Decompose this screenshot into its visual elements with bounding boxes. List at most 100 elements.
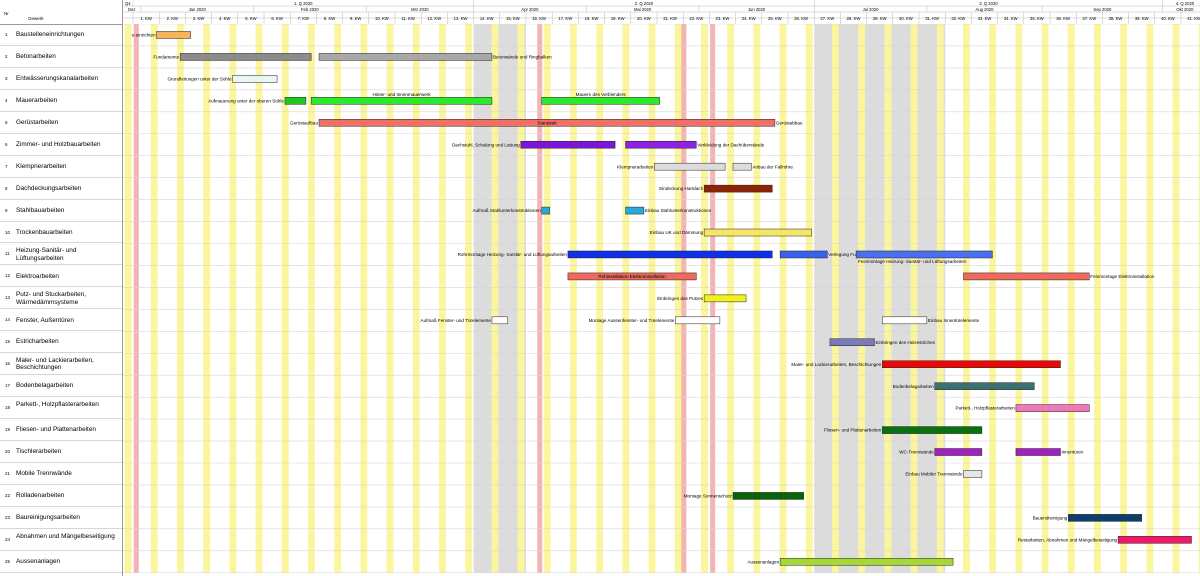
trade-row[interactable]: 14 Fenster, Außentüren	[0, 309, 122, 332]
task-bar	[703, 184, 773, 193]
trade-row[interactable]: 9 Stahlbauarbeiten	[0, 200, 122, 222]
task-label: Montage Sonnenschutz	[684, 494, 733, 499]
week-label: 19. KW	[611, 16, 625, 21]
task-label: Maler- und Lackierarbeiten, Beschichtung…	[791, 362, 881, 367]
task-bar	[675, 316, 721, 325]
week-label: 11. KW	[401, 16, 414, 21]
weekend-stripe	[674, 24, 682, 573]
trade-row[interactable]: 15 Estricharbeiten	[0, 331, 122, 354]
trade-row[interactable]: 16 Maler- und Lackierarbeiten, Beschichtu…	[0, 353, 122, 376]
trade-row[interactable]: 6 Zimmer- und Holzbauarbeiten	[0, 134, 122, 156]
weekend-stripe	[334, 24, 342, 573]
trade-row[interactable]: 13 Putz- und Stuckarbeiten, Wärmedämmsyst…	[0, 287, 122, 310]
trade-row[interactable]: 23 Baureinigungsarbeiten	[0, 507, 122, 529]
trade-row[interactable]: 18 Parkett-, Holzpflasterarbeiten	[0, 397, 122, 420]
trade-row-name: Baustelleneinrichtungen	[16, 31, 85, 39]
week-label: 21. KW	[663, 16, 677, 21]
trade-row[interactable]: 24 Abnahmen und Mängelbeseitigung	[0, 529, 122, 551]
trade-row[interactable]: 21 Mobile Trennwände	[0, 463, 122, 485]
trade-row-name: Fliesen- und Plattenarbeiten	[16, 426, 96, 434]
week-label: 34. KW	[1004, 16, 1018, 21]
week-label: 27. KW	[820, 16, 834, 21]
trade-row-name: Zimmer- und Holzbauarbeiten	[16, 140, 101, 148]
quarter-label: 4. Q 2020	[1176, 1, 1195, 6]
month-label: Feb 2020	[301, 7, 319, 12]
task-bar	[934, 382, 1035, 390]
weekend-stripe	[308, 24, 315, 573]
trade-row-name: Baureinigungsarbeiten	[16, 514, 80, 522]
task-label: Anbau der Fallrohre	[752, 164, 793, 169]
month-label: Mai 2020	[634, 7, 652, 12]
task-bar	[779, 558, 954, 566]
trade-row-number: 5	[5, 119, 8, 125]
task-bar	[855, 250, 993, 259]
task-bar	[1015, 404, 1090, 412]
task-label: Aufmauerung unter der oberen Sohle	[208, 98, 284, 103]
trade-row[interactable]: 4 Mauerarbeiten	[0, 90, 122, 112]
trade-row-number: 9	[5, 207, 8, 213]
trade-row[interactable]: 11 Heizung-Sanitär- und Lüftungsarbeiten	[0, 244, 122, 266]
week-label: 30. KW	[899, 16, 913, 21]
task-bar	[310, 97, 493, 105]
weekend-stripe	[386, 24, 394, 573]
trade-row-number: 4	[5, 97, 8, 103]
task-label: Fundamente	[153, 55, 179, 60]
task-label: Betonwände und Ringbalken	[493, 55, 552, 60]
week-label: 23. KW	[716, 16, 730, 21]
trade-row[interactable]: 1 Baustelleneinrichtungen	[0, 24, 122, 46]
trade-row-number: 20	[5, 449, 11, 455]
trade-row-number: 19	[5, 427, 11, 433]
trade-row-number: 3	[5, 75, 8, 81]
trade-row-name: Rolladenarbeiten	[16, 492, 65, 500]
month-label: Jul 2020	[863, 7, 880, 12]
task-bar	[1117, 536, 1192, 544]
week-label: 35. KW	[1030, 16, 1044, 21]
trade-row[interactable]: 7 Klempnerarbeiten	[0, 156, 122, 178]
trade-row[interactable]: 3 Entwässerungskanalarbeiten	[0, 68, 122, 90]
trade-row[interactable]: 2 Betonarbeiten	[0, 46, 122, 68]
trade-row-number: 10	[5, 229, 11, 235]
month-label: Jan 2020	[189, 7, 207, 12]
task-label: WC-Trennwände	[899, 450, 934, 455]
week-label: 3. KW	[193, 16, 204, 21]
trade-row-number: 22	[5, 492, 11, 498]
week-label: 16. KW	[532, 16, 546, 21]
weekend-stripe	[989, 24, 997, 573]
task-label: Standzeit	[537, 120, 557, 125]
task-label: Verkleidung der Dachüberstände	[697, 142, 764, 147]
trade-row[interactable]: 8 Dachdeckungsarbeiten	[0, 178, 122, 200]
task-bar	[179, 53, 312, 61]
task-label: Feinmontage Elektroinstallation	[1090, 274, 1155, 279]
task-label: Innentüren	[1061, 450, 1083, 455]
trade-row[interactable]: 22 Rolladenarbeiten	[0, 485, 122, 507]
trade-row[interactable]: 5 Gerüstarbeiten	[0, 112, 122, 134]
task-label: Dachstuhl, Schalung und Lattung	[452, 142, 520, 147]
trade-row-number: 14	[5, 317, 11, 323]
quarter-label: 2. Q 2020	[635, 1, 654, 6]
trade-row[interactable]: 19 Fliesen- und Plattenarbeiten	[0, 419, 122, 442]
quarter-label: 3. Q 2020	[979, 1, 998, 6]
trade-row[interactable]: 17 Bodenbelagarbeiten	[0, 375, 122, 398]
trade-row-number: 11	[5, 251, 10, 257]
task-bar	[232, 75, 278, 83]
weekend-stripe	[412, 24, 420, 573]
task-bar	[732, 492, 804, 500]
weekend-stripe	[255, 24, 263, 573]
trade-row[interactable]: 25 Aussenanlagen	[0, 551, 122, 573]
week-label: 28. KW	[847, 16, 861, 21]
weekend-stripe	[439, 24, 446, 573]
task-label: Eindeckung Hartdach	[659, 186, 703, 191]
trade-row[interactable]: 10 Trockenbauarbeiten	[0, 222, 122, 244]
trade-row[interactable]: 12 Elektroarbeiten	[0, 265, 122, 288]
task-bar	[963, 272, 1090, 281]
week-label: 9. KW	[350, 16, 361, 21]
week-label: 1. KW	[140, 16, 151, 21]
trade-row[interactable]: 20 Tischlerarbeiten	[0, 441, 122, 463]
trade-row-number: 1	[5, 31, 8, 37]
task-bar	[1015, 448, 1061, 456]
trade-list-header: Nr Gewerk	[0, 0, 122, 25]
week-label: 36. KW	[1056, 16, 1070, 21]
trade-row-name: Putz- und Stuckarbeiten, Wärmedämmsystem…	[16, 291, 86, 306]
task-bar	[541, 97, 660, 105]
trade-row-number: 24	[5, 536, 11, 542]
